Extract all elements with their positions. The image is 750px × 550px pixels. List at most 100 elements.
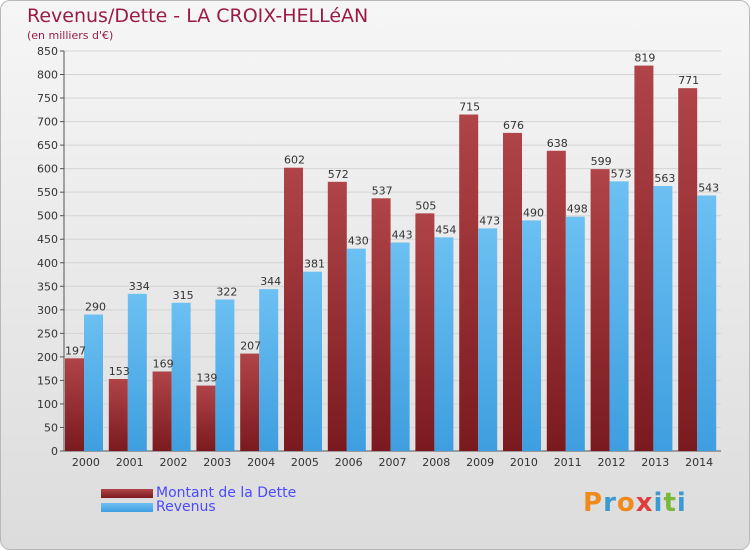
- x-tick-label: 2007: [379, 456, 407, 469]
- data-label-revenus: 290: [85, 301, 106, 314]
- bar-revenus: [390, 242, 410, 451]
- logo-letter: P: [583, 488, 604, 518]
- legend-swatch-revenus: [101, 502, 153, 512]
- y-tick-label: 300: [37, 304, 58, 317]
- bar-dette: [678, 88, 698, 452]
- bar-dette: [196, 385, 216, 451]
- y-tick-label: 0: [51, 445, 58, 458]
- logo-letter: x: [635, 488, 654, 518]
- legend-label-dette: Montant de la Dette: [156, 485, 297, 501]
- bar-revenus: [303, 271, 322, 451]
- data-label-revenus: 381: [304, 258, 325, 271]
- legend-swatch-dette: [101, 488, 153, 498]
- bar-dette: [590, 169, 610, 451]
- y-tick-label: 500: [37, 210, 58, 223]
- bar-dette: [152, 371, 172, 451]
- data-label-dette: 819: [634, 52, 655, 65]
- data-label-revenus: 430: [348, 235, 369, 248]
- data-label-dette: 169: [153, 357, 174, 370]
- data-label-revenus: 322: [216, 285, 237, 298]
- bar-revenus: [609, 181, 629, 451]
- y-tick-label: 450: [37, 233, 58, 246]
- bar-revenus: [127, 293, 147, 451]
- y-tick-label: 50: [44, 421, 58, 434]
- x-tick-label: 2010: [510, 456, 538, 469]
- x-tick-label: 2003: [203, 456, 231, 469]
- y-tick-label: 350: [37, 280, 58, 293]
- y-tick-label: 400: [37, 257, 58, 270]
- data-label-revenus: 563: [654, 172, 675, 185]
- bar-dette: [240, 353, 260, 451]
- bar-revenus: [522, 220, 541, 451]
- bar-revenus: [84, 314, 103, 451]
- bar-revenus: [434, 237, 454, 451]
- data-label-dette: 715: [459, 101, 480, 114]
- bar-dette: [284, 167, 303, 452]
- bar-revenus: [478, 228, 498, 451]
- data-label-dette: 537: [372, 184, 393, 197]
- legend-label-revenus: Revenus: [156, 499, 216, 515]
- bar-dette: [108, 379, 128, 451]
- y-tick-label: 800: [37, 69, 58, 82]
- legend: Montant de la Dette Revenus: [101, 485, 297, 515]
- data-label-revenus: 498: [567, 203, 588, 216]
- chart-title: Revenus/Dette - LA CROIX-HELLéAN: [27, 5, 369, 27]
- y-tick-label: 600: [37, 163, 58, 176]
- data-label-revenus: 573: [611, 167, 632, 180]
- x-tick-label: 2012: [598, 456, 626, 469]
- logo-letter: i: [676, 488, 687, 518]
- data-label-revenus: 443: [392, 229, 413, 242]
- y-tick-label: 250: [37, 327, 58, 340]
- logo-letter: t: [663, 488, 677, 518]
- bar-dette: [327, 181, 347, 451]
- bar-dette: [459, 114, 479, 451]
- bar-dette: [371, 198, 391, 451]
- x-tick-label: 2005: [291, 456, 319, 469]
- x-tick-label: 2006: [335, 456, 363, 469]
- data-label-dette: 676: [503, 119, 524, 132]
- logo-letter: i: [653, 488, 664, 518]
- y-tick-label: 100: [37, 398, 58, 411]
- legend-item-dette: Montant de la Dette: [101, 485, 297, 501]
- y-tick-label: 850: [37, 45, 58, 58]
- x-tick-label: 2014: [685, 456, 713, 469]
- x-tick-label: 2009: [466, 456, 494, 469]
- data-label-revenus: 315: [173, 289, 194, 302]
- bar-dette: [65, 358, 84, 451]
- bar-dette: [634, 65, 654, 452]
- data-label-dette: 139: [196, 372, 217, 385]
- x-tick-label: 2004: [247, 456, 275, 469]
- legend-item-revenus: Revenus: [101, 499, 296, 515]
- data-label-dette: 505: [415, 199, 436, 212]
- y-tick-label: 750: [37, 92, 58, 105]
- data-label-dette: 771: [678, 74, 699, 87]
- logo-letter: r: [603, 488, 617, 518]
- data-label-revenus: 334: [129, 280, 150, 293]
- data-label-revenus: 344: [260, 275, 281, 288]
- bar-dette: [415, 213, 435, 451]
- data-label-revenus: 543: [698, 181, 719, 194]
- x-tick-label: 2001: [116, 456, 144, 469]
- y-tick-label: 550: [37, 186, 58, 199]
- data-label-revenus: 490: [523, 206, 544, 219]
- x-tick-label: 2008: [422, 456, 450, 469]
- bar-revenus: [346, 248, 366, 451]
- bar-revenus: [653, 186, 673, 451]
- data-label-revenus: 473: [479, 214, 500, 227]
- bar-revenus: [215, 299, 235, 451]
- bar-revenus: [697, 195, 717, 451]
- y-tick-label: 150: [37, 374, 58, 387]
- x-tick-label: 2000: [72, 456, 100, 469]
- x-tick-label: 2013: [641, 456, 669, 469]
- bar-dette: [546, 150, 566, 451]
- proxiti-logo: Proxiti: [583, 488, 687, 518]
- data-label-dette: 153: [109, 365, 130, 378]
- y-tick-label: 200: [37, 351, 58, 364]
- data-label-dette: 638: [547, 137, 568, 150]
- data-label-dette: 602: [284, 154, 305, 167]
- logo-letter: o: [616, 488, 636, 518]
- data-label-dette: 197: [65, 344, 86, 357]
- data-label-dette: 207: [240, 340, 261, 353]
- bar-revenus: [565, 216, 585, 451]
